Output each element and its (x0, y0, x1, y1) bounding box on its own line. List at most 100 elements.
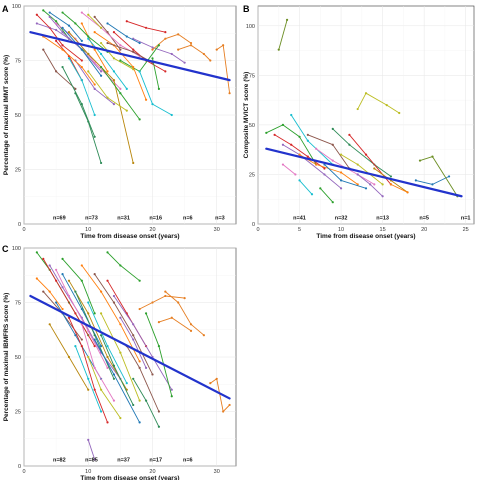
data-point (93, 334, 96, 337)
data-point (74, 87, 77, 90)
y-tick-label: 50 (15, 355, 21, 361)
data-point (74, 290, 77, 293)
data-point (319, 187, 322, 190)
data-point (42, 257, 45, 260)
data-point (119, 87, 122, 90)
data-point (61, 286, 64, 289)
data-point (310, 193, 314, 196)
data-point (189, 41, 193, 45)
sample-size-label: n=85 (85, 458, 98, 464)
data-point (339, 187, 343, 190)
sample-size-label: n=69 (53, 216, 66, 222)
data-point (112, 70, 116, 73)
data-point (164, 31, 167, 34)
data-point (215, 377, 218, 380)
data-point (125, 87, 128, 90)
data-point (112, 57, 116, 60)
data-point (87, 301, 90, 304)
trend-line (29, 294, 231, 400)
y-tick-label: 75 (15, 59, 21, 65)
data-point (119, 316, 122, 319)
data-point (373, 167, 376, 170)
data-point (119, 264, 122, 267)
data-point (93, 458, 96, 461)
data-point (48, 15, 51, 18)
data-point (170, 388, 173, 391)
data-point (74, 22, 77, 25)
data-point (55, 279, 58, 282)
data-point (222, 410, 225, 413)
series-line (390, 183, 408, 193)
series-line (319, 187, 334, 203)
data-point (87, 388, 90, 391)
data-point (67, 24, 71, 27)
series-line (282, 144, 342, 189)
data-point (55, 22, 58, 25)
series-line (68, 317, 108, 423)
data-point (80, 103, 83, 106)
data-point (265, 131, 268, 134)
data-point (42, 9, 45, 12)
data-point (42, 48, 45, 51)
series-line (42, 258, 96, 347)
data-point (74, 334, 77, 337)
data-point (209, 59, 212, 62)
series-line (357, 92, 400, 114)
sample-size-label: n=37 (117, 458, 130, 464)
data-point (177, 301, 180, 304)
data-point (87, 438, 90, 441)
x-tick-label: 5 (298, 227, 301, 233)
y-tick-label: 50 (249, 123, 255, 129)
data-point (99, 41, 103, 45)
x-tick-label: 20 (149, 469, 155, 475)
data-point (93, 31, 96, 34)
series-line (81, 265, 140, 362)
data-point (222, 44, 225, 47)
series-line (210, 378, 230, 412)
data-point (61, 65, 64, 69)
data-point (315, 147, 318, 150)
data-point (151, 48, 154, 51)
data-point (106, 355, 109, 359)
data-point (364, 153, 368, 156)
data-point (93, 312, 96, 315)
data-point (356, 107, 359, 111)
x-tick-label: 30 (214, 469, 220, 475)
y-tick-label: 0 (18, 464, 21, 470)
series-line (178, 44, 211, 61)
data-point (277, 48, 280, 51)
series-line (299, 180, 313, 195)
x-tick-label: 0 (256, 227, 259, 233)
data-point (373, 183, 376, 186)
data-point (331, 159, 334, 162)
data-point (99, 334, 103, 337)
data-point (331, 143, 334, 146)
trend-line (29, 31, 231, 82)
data-point (138, 307, 141, 311)
data-point (298, 179, 301, 182)
series-line (87, 439, 96, 460)
data-point (132, 161, 135, 165)
data-point (61, 257, 64, 260)
data-point (157, 44, 161, 47)
data-point (331, 201, 334, 204)
data-point (138, 366, 141, 369)
data-point (67, 294, 71, 298)
data-point (138, 279, 141, 282)
data-point (112, 373, 116, 376)
data-point (112, 79, 116, 82)
sample-size-label: n=6 (183, 458, 193, 464)
x-tick-label: 20 (149, 227, 155, 233)
data-point (106, 251, 109, 254)
data-point (80, 279, 83, 282)
data-point (87, 377, 90, 380)
data-point (61, 307, 64, 311)
data-point (348, 143, 351, 146)
data-point (119, 323, 122, 326)
x-axis-title: Time from disease onset (years) (316, 233, 415, 240)
data-point (80, 39, 83, 42)
data-point (138, 118, 141, 121)
data-point (99, 312, 103, 315)
y-tick-label: 100 (12, 246, 21, 252)
data-point (281, 123, 285, 127)
